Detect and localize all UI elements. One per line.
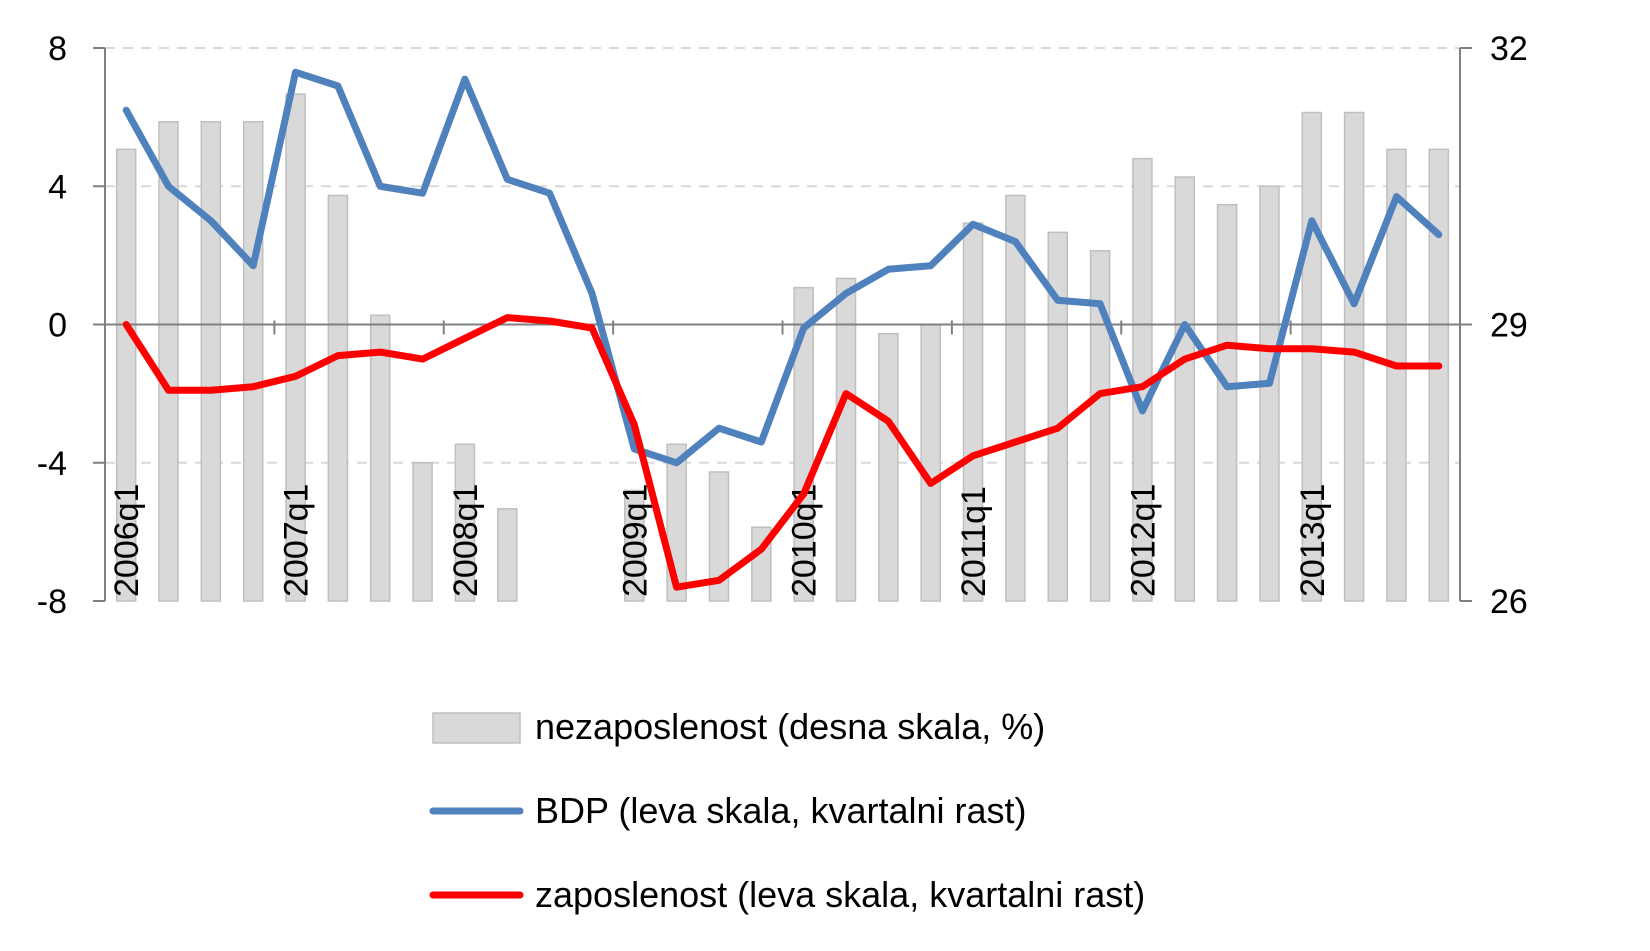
right-tick-label-2: 26 <box>1490 583 1528 621</box>
bar-2012q2 <box>1174 176 1196 602</box>
x-tick-label-2011q1: 2011q1 <box>955 486 993 597</box>
bar-2006q4 <box>242 120 264 602</box>
left-tick-label-4: -8 <box>37 583 67 621</box>
bar-2007q2 <box>327 194 349 602</box>
x-tick-label-2012q1: 2012q1 <box>1124 484 1162 597</box>
left-tick-label-0: 8 <box>48 30 67 68</box>
x-tick-label-2007q1: 2007q1 <box>278 484 316 597</box>
bar-2013q4 <box>1428 148 1450 602</box>
left-axis-ticks: 8 4 0 -4 -8 <box>37 30 67 621</box>
x-tick-label-2006q1: 2006q1 <box>108 484 146 597</box>
bar-2006q2 <box>158 120 179 602</box>
x-tick-labels: 2006q1 2007q1 2008q1 2009q1 2010q1 2011q1 2012… <box>108 484 1332 597</box>
left-tick-label-2: 0 <box>48 307 67 345</box>
bar-2011q4 <box>1089 250 1111 602</box>
unemployment-bars <box>115 93 1450 602</box>
bar-2010q2 <box>835 277 857 602</box>
legend-swatch-nezaposlenost <box>432 712 521 744</box>
bar-2008q1 <box>454 443 476 602</box>
legend: nezaposlenost (desna skala, %) BDP (leva … <box>429 706 1145 915</box>
x-tick-label-2013q1: 2013q1 <box>1294 484 1332 597</box>
series-lines <box>122 68 1443 591</box>
bdp-line <box>122 68 1443 467</box>
right-tick-label-0: 32 <box>1490 30 1528 68</box>
legend-label-nezaposlenost: nezaposlenost (desna skala, %) <box>535 706 1045 747</box>
bar-2013q3 <box>1386 148 1407 602</box>
bar-2010q3 <box>878 332 899 602</box>
x-tick-label-2009q1: 2009q1 <box>616 484 654 597</box>
bar-2010q1 <box>793 286 814 602</box>
bar-2006q3 <box>200 120 222 602</box>
x-tick-label-2010q1: 2010q1 <box>786 484 824 597</box>
gridlines <box>105 47 1460 464</box>
axes <box>93 47 1472 602</box>
right-axis-ticks: 32 29 26 <box>1490 30 1528 621</box>
legend-label-zaposlenost: zaposlenost (leva skala, kvartalni rast) <box>535 874 1145 915</box>
bar-2007q1 <box>285 93 306 602</box>
left-tick-label-1: 4 <box>48 168 67 206</box>
bar-2012q4 <box>1259 185 1280 602</box>
right-tick-label-1: 29 <box>1490 307 1528 345</box>
x-tick-label-2008q1: 2008q1 <box>447 484 485 597</box>
left-tick-label-3: -4 <box>37 445 67 483</box>
bar-2010q4 <box>920 323 941 602</box>
legend-label-bdp: BDP (leva skala, kvartalni rast) <box>535 790 1027 831</box>
bar-2007q4 <box>412 462 433 602</box>
bar-2008q2 <box>496 508 518 602</box>
bar-2006q1 <box>115 148 137 602</box>
bar-2012q3 <box>1216 203 1238 602</box>
zaposlenost-line <box>122 314 1443 591</box>
bar-2007q3 <box>369 314 391 602</box>
bar-2009q1 <box>624 489 645 602</box>
bar-2009q3 <box>708 471 730 602</box>
bar-2011q2 <box>1005 194 1026 602</box>
